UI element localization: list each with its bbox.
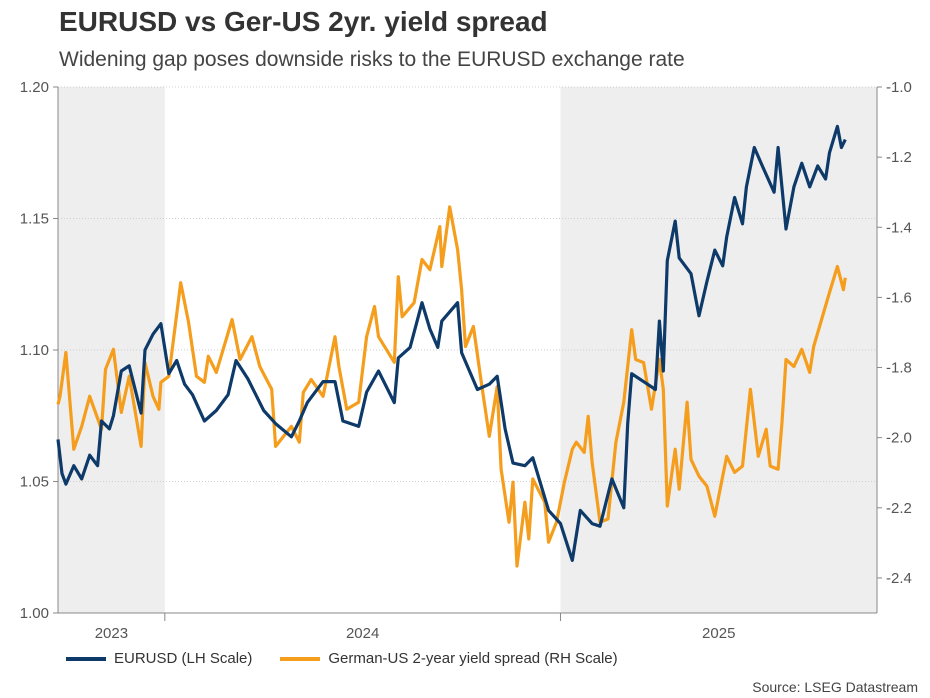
- right-tick-label: -1.6: [886, 289, 912, 306]
- right-tick-label: -1.4: [886, 219, 912, 236]
- legend-label-spread: German-US 2-year yield spread (RH Scale): [328, 650, 618, 667]
- right-tick-label: -1.2: [886, 149, 912, 166]
- right-tick-label: -2.2: [886, 500, 912, 517]
- legend-swatch-eurusd: [66, 656, 106, 661]
- right-tick-label: -2.4: [886, 570, 912, 587]
- right-tick-label: -1.0: [886, 79, 912, 96]
- x-tick-label: 2023: [95, 625, 128, 642]
- right-tick-label: -2.0: [886, 430, 912, 447]
- x-tick-label: 2025: [702, 625, 735, 642]
- legend-swatch-spread: [280, 656, 321, 661]
- legend: EURUSD (LH Scale) German-US 2-year yield…: [66, 650, 618, 667]
- spread-line: [56, 205, 847, 568]
- eurusd-line: [56, 124, 847, 562]
- legend-label-eurusd: EURUSD (LH Scale): [114, 650, 253, 667]
- left-tick-label: 1.20: [20, 79, 49, 96]
- legend-item-spread: German-US 2-year yield spread (RH Scale): [280, 650, 618, 667]
- chart-subtitle: Widening gap poses downside risks to the…: [59, 48, 685, 71]
- right-tick-label: -1.8: [886, 360, 912, 377]
- legend-item-eurusd: EURUSD (LH Scale): [66, 650, 252, 667]
- source-note: Source: LSEG Datastream: [752, 679, 918, 695]
- left-tick-label: 1.15: [20, 211, 49, 228]
- left-tick-label: 1.00: [20, 605, 49, 622]
- left-tick-label: 1.05: [20, 474, 49, 491]
- left-tick-label: 1.10: [20, 342, 49, 359]
- chart-title: EURUSD vs Ger-US 2yr. yield spread: [59, 6, 548, 37]
- x-tick-label: 2024: [346, 625, 379, 642]
